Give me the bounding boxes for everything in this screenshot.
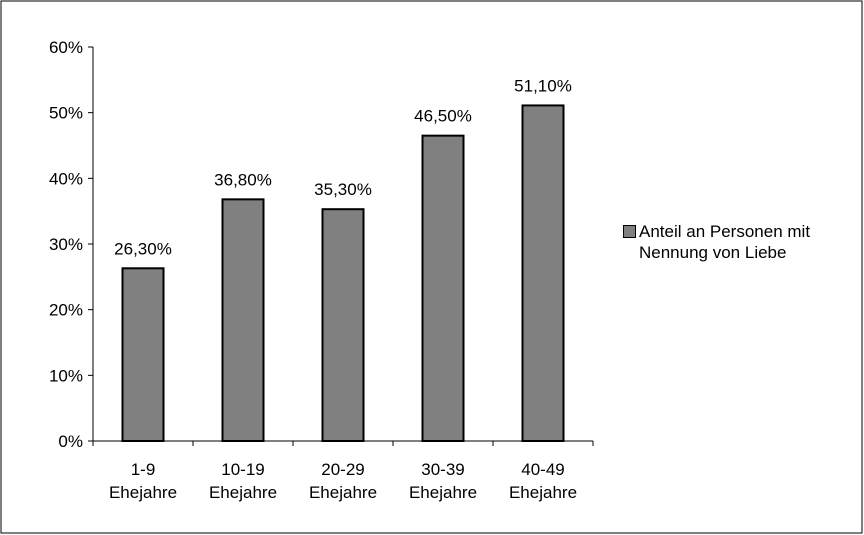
x-tick-label: 20-29 — [321, 460, 364, 479]
x-tick-label: 10-19 — [221, 460, 264, 479]
y-tick-label: 60% — [49, 38, 83, 57]
y-tick-label: 50% — [49, 104, 83, 123]
legend-label: Anteil an Personen mit Nennung von Liebe — [639, 222, 811, 262]
data-label: 26,30% — [114, 239, 172, 258]
x-tick-label: 30-39 — [421, 460, 464, 479]
data-label: 46,50% — [414, 107, 472, 126]
x-tick-label: Ehejahre — [509, 483, 577, 502]
data-label: 51,10% — [514, 76, 572, 95]
plot-area: 0% 10% 20% 30% 40% 50% 60% 26,30% 1-9 Ehejahre 36,… — [49, 38, 594, 502]
data-label: 35,30% — [314, 180, 372, 199]
legend-swatch — [623, 225, 636, 238]
x-tick-label: Ehejahre — [409, 483, 477, 502]
data-label: 36,80% — [214, 170, 272, 189]
bar — [321, 208, 365, 442]
y-tick-label: 10% — [49, 366, 83, 385]
x-tick-label: Ehejahre — [109, 483, 177, 502]
x-tick-label: 40-49 — [521, 460, 564, 479]
y-tick-label: 0% — [58, 432, 83, 451]
x-tick-label: 1-9 — [131, 460, 156, 479]
bar — [521, 104, 565, 443]
bar — [421, 134, 465, 442]
y-tick-label: 30% — [49, 235, 83, 254]
y-tick-label: 40% — [49, 169, 83, 188]
bar — [121, 267, 165, 442]
x-tick-label: Ehejahre — [309, 483, 377, 502]
y-tick-label: 20% — [49, 301, 83, 320]
bar — [221, 198, 265, 442]
x-tick-label: Ehejahre — [209, 483, 277, 502]
